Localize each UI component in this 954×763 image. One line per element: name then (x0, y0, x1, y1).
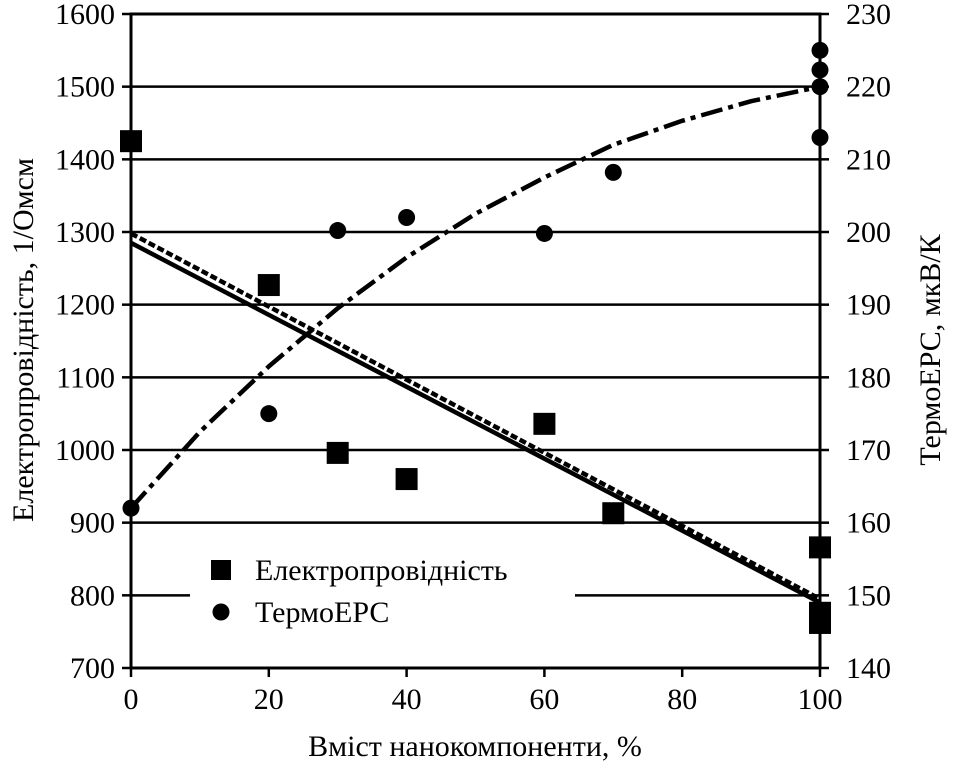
y-left-tick-label: 800 (70, 579, 115, 612)
circle-marker (398, 208, 416, 226)
y-left-tick-label: 900 (70, 507, 115, 540)
circle-marker (811, 41, 829, 59)
y-right-tick-label: 230 (846, 0, 891, 31)
x-tick-label: 0 (124, 683, 139, 716)
y-left-tick-label: 1000 (55, 434, 115, 467)
square-marker (257, 274, 280, 297)
fit-lines (129, 84, 822, 605)
circle-marker (811, 78, 829, 96)
x-tick-label: 60 (529, 683, 559, 716)
circle-marker (535, 224, 553, 242)
square-marker (326, 441, 349, 464)
data-markers (120, 41, 831, 634)
x-tick-label: 20 (254, 683, 284, 716)
square-marker (395, 468, 418, 491)
y-left-tick-label: 1600 (55, 0, 115, 31)
y-right-tick-label: 170 (846, 434, 891, 467)
y-left-tick-label: 1500 (55, 71, 115, 104)
grid-lines (131, 85, 820, 597)
square-marker (533, 412, 556, 435)
circle-marker (260, 405, 278, 423)
circle-marker (811, 129, 829, 147)
y-right-tick-label: 150 (846, 579, 891, 612)
square-marker (809, 611, 831, 634)
y-left-tick-label: 700 (70, 652, 115, 685)
circle-marker (811, 61, 829, 79)
y-right-tick-label: 210 (846, 143, 891, 176)
circle-marker (604, 163, 622, 181)
plot-frame (129, 12, 822, 670)
x-tick-label: 100 (798, 683, 843, 716)
y-right-tick-label: 190 (846, 289, 891, 322)
fit-curve-thermo (129, 84, 821, 510)
axis-ticks: 7008009001000110012001300140015001600140… (55, 0, 891, 716)
legend-circle-marker (212, 603, 230, 621)
legend-square-marker (211, 560, 231, 580)
x-tick-label: 80 (667, 683, 697, 716)
fit-line-solid (129, 240, 822, 605)
y-right-tick-label: 180 (846, 361, 891, 394)
circle-marker (122, 499, 140, 517)
y-left-tick-label: 1100 (56, 361, 115, 394)
y-left-tick-label: 1300 (55, 216, 115, 249)
y-left-tick-label: 1200 (55, 289, 115, 322)
y-right-tick-label: 220 (846, 71, 891, 104)
legend-background (190, 540, 575, 640)
legend-label-thermo: ТермоЕРС (255, 596, 389, 629)
square-marker (602, 502, 625, 525)
legend-label-electro: Електропровідність (255, 554, 508, 587)
legend: Електропровідність ТермоЕРС (211, 554, 508, 629)
circle-marker (329, 222, 347, 240)
y-axis-left-title: Електропровідність, 1/Омсм (7, 158, 40, 522)
x-axis-title: Вміст нанокомпоненти, % (308, 730, 642, 763)
y-axis-right-title: ТермоЕРС, мкВ/К (914, 233, 947, 465)
y-right-tick-label: 160 (846, 507, 891, 540)
x-tick-label: 40 (392, 683, 422, 716)
square-marker (809, 536, 831, 559)
y-right-tick-label: 140 (846, 652, 891, 685)
y-left-tick-label: 1400 (55, 143, 115, 176)
y-right-tick-label: 200 (846, 216, 891, 249)
square-marker (120, 130, 142, 153)
